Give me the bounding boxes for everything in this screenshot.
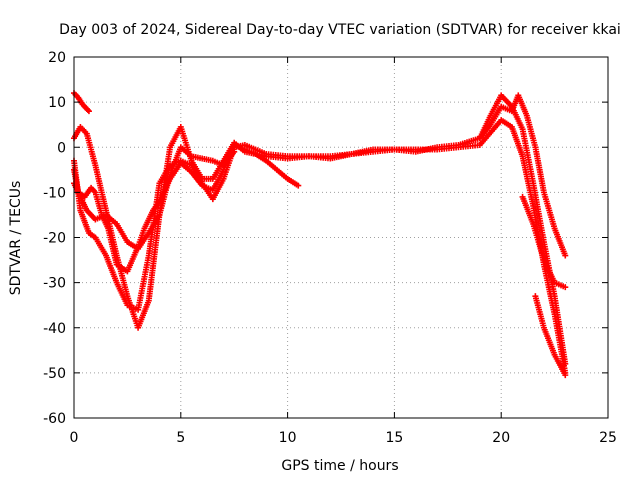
x-tick-label: 10 <box>279 430 297 446</box>
series-track-8 <box>532 293 569 379</box>
x-tick-label: 20 <box>492 430 510 446</box>
data-point <box>295 182 302 189</box>
data-point <box>562 284 569 291</box>
x-tick-label: 5 <box>176 430 185 446</box>
data-point <box>562 372 569 379</box>
x-tick-label: 25 <box>599 430 617 446</box>
chart-title: Day 003 of 2024, Sidereal Day-to-day VTE… <box>59 22 621 38</box>
y-tick-label: -60 <box>43 411 66 427</box>
y-tick-label: -10 <box>43 185 66 201</box>
plot-frame <box>73 56 609 419</box>
series-track-6 <box>476 92 569 259</box>
y-tick-label: -50 <box>43 366 66 382</box>
data-point <box>85 108 92 115</box>
y-tick-label: -20 <box>43 231 66 247</box>
data-points <box>71 90 569 379</box>
y-tick-label: 0 <box>57 140 66 156</box>
axis-ticks: 0 5 10 15 20 25 -60 -50 -40 -30 -20 -10 0 10 20 <box>43 50 617 446</box>
data-point <box>562 252 569 259</box>
y-tick-label: 10 <box>48 95 66 111</box>
series-track-3 <box>71 141 302 275</box>
y-tick-label: 20 <box>48 50 66 66</box>
y-axis-label: SDTVAR / TECUs <box>8 181 24 296</box>
data-point <box>231 148 238 155</box>
y-tick-label: -30 <box>43 276 66 292</box>
y-tick-label: -40 <box>43 321 66 337</box>
x-tick-label: 0 <box>70 430 79 446</box>
data-point <box>84 107 91 114</box>
x-tick-label: 15 <box>385 430 403 446</box>
series-track-5 <box>71 90 92 115</box>
series-track-7 <box>519 193 569 291</box>
x-axis-label: GPS time / hours <box>281 458 398 474</box>
